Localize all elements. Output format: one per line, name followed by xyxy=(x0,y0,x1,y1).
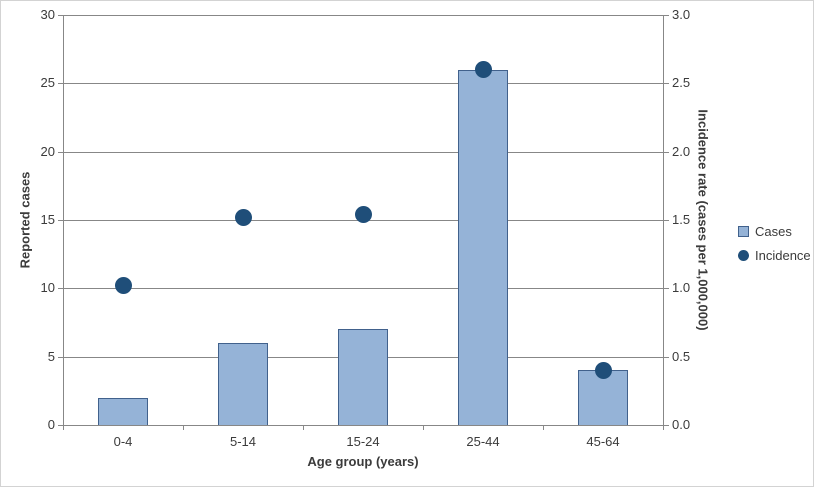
y-right-tick-label: 2.0 xyxy=(672,144,691,159)
y-axis-title-left: Reported cases xyxy=(17,171,33,269)
legend-label-incidence: Incidence xyxy=(755,248,811,263)
y-left-tick-label: 5 xyxy=(47,349,55,364)
y-left-tick xyxy=(58,15,63,16)
gridline xyxy=(63,288,663,289)
x-tick xyxy=(63,426,64,430)
x-axis-title: Age group (years) xyxy=(307,454,419,469)
y-left-tick xyxy=(58,83,63,84)
y-right-tick-label: 0.5 xyxy=(672,349,691,364)
y-left-tick xyxy=(58,357,63,358)
y-axis-right-line xyxy=(663,15,664,425)
y-left-tick xyxy=(58,288,63,289)
bar-cases xyxy=(98,398,148,425)
x-tick xyxy=(303,426,304,430)
y-axis-left-line xyxy=(63,15,64,425)
incidence-dot xyxy=(115,277,132,294)
y-right-tick xyxy=(664,357,669,358)
y-right-tick-label: 1.0 xyxy=(672,280,691,295)
y-right-tick-label: 0.0 xyxy=(672,417,691,432)
y-right-tick-label: 1.5 xyxy=(672,212,691,227)
incidence-dot xyxy=(355,206,372,223)
cases-square-swatch-icon xyxy=(738,226,749,237)
y-right-tick xyxy=(664,15,669,16)
legend-item-cases: Cases xyxy=(738,224,811,239)
x-tick xyxy=(543,426,544,430)
y-left-tick-label: 15 xyxy=(40,212,55,227)
bar-cases xyxy=(338,329,388,425)
gridline xyxy=(63,152,663,153)
x-category-label: 0-4 xyxy=(113,434,133,449)
y-left-tick xyxy=(58,425,63,426)
legend-item-incidence: Incidence xyxy=(738,248,811,263)
y-right-tick xyxy=(664,425,669,426)
x-tick xyxy=(423,426,424,430)
y-left-tick-label: 0 xyxy=(47,417,55,432)
incidence-circle-swatch-icon xyxy=(738,250,749,261)
legend-label-cases: Cases xyxy=(755,224,792,239)
incidence-dot xyxy=(475,61,492,78)
y-right-tick-label: 2.5 xyxy=(672,75,691,90)
gridline xyxy=(63,83,663,84)
y-axis-title-right: Incidence rate (cases per 1,000,000) xyxy=(695,109,711,331)
y-left-tick xyxy=(58,152,63,153)
y-right-tick xyxy=(664,220,669,221)
x-tick xyxy=(663,426,664,430)
y-right-tick-label: 3.0 xyxy=(672,7,691,22)
bar-cases xyxy=(578,370,628,425)
incidence-dot xyxy=(595,362,612,379)
x-tick xyxy=(183,426,184,430)
bar-cases xyxy=(458,70,508,425)
y-left-tick-label: 30 xyxy=(40,7,55,22)
y-right-tick xyxy=(664,83,669,84)
y-left-tick xyxy=(58,220,63,221)
y-right-tick xyxy=(664,152,669,153)
y-left-tick-label: 10 xyxy=(40,280,55,295)
y-left-tick-label: 20 xyxy=(40,144,55,159)
y-right-tick xyxy=(664,288,669,289)
legend: Cases Incidence xyxy=(738,224,811,272)
bar-cases xyxy=(218,343,268,425)
gridline xyxy=(63,15,663,16)
x-category-label: 45-64 xyxy=(586,434,620,449)
incidence-dot xyxy=(235,209,252,226)
y-left-tick-label: 25 xyxy=(40,75,55,90)
x-axis-line xyxy=(63,425,664,426)
x-category-label: 15-24 xyxy=(346,434,380,449)
x-category-label: 5-14 xyxy=(229,434,257,449)
x-category-label: 25-44 xyxy=(466,434,500,449)
